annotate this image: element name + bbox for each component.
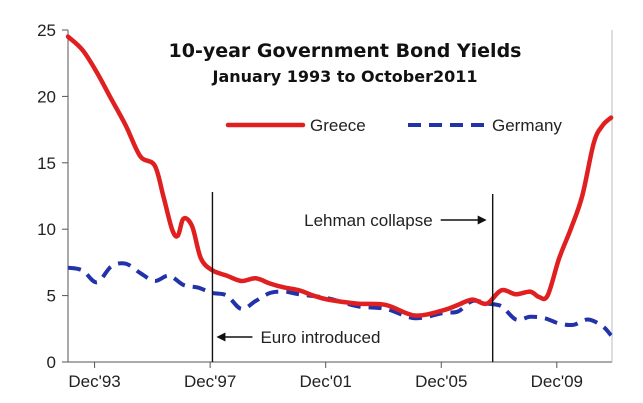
series-layer	[65, 34, 614, 337]
y-tick-label: 10	[37, 220, 56, 239]
chart-subtitle: January 1993 to October2011	[212, 67, 478, 86]
y-tick-label: 15	[37, 154, 56, 173]
axes: 0 5 10 15 20 25 Dec'93 Dec'97 Dec'01 Dec'05 Dec'09	[37, 21, 613, 391]
y-tick-label: 20	[37, 87, 56, 106]
euro-arrow-head	[216, 332, 226, 342]
legend-label-germany: Germany	[492, 116, 562, 135]
x-tick-label: Dec'05	[415, 372, 467, 391]
lehman-collapse-label: Lehman collapse	[304, 211, 433, 230]
annotation-layer: Euro introduced Lehman collapse	[211, 192, 494, 362]
y-tick-label: 25	[37, 21, 56, 40]
x-tick-label: Dec'01	[300, 372, 352, 391]
legend-label-greece: Greece	[310, 116, 366, 135]
y-tick-label: 0	[47, 353, 56, 372]
title-layer: 10-year Government Bond Yields January 1…	[169, 40, 522, 86]
x-tick-label: Dec'09	[531, 372, 583, 391]
x-tick-label: Dec'93	[68, 372, 120, 391]
chart-title: 10-year Government Bond Yields	[169, 40, 522, 62]
y-tick-label: 5	[47, 287, 56, 306]
euro-introduced-label: Euro introduced	[260, 328, 380, 347]
series-line-greece	[65, 34, 614, 318]
lehman-arrow-head	[477, 215, 487, 225]
legend: Greece Germany	[225, 116, 562, 135]
x-tick-label: Dec'97	[184, 372, 236, 391]
